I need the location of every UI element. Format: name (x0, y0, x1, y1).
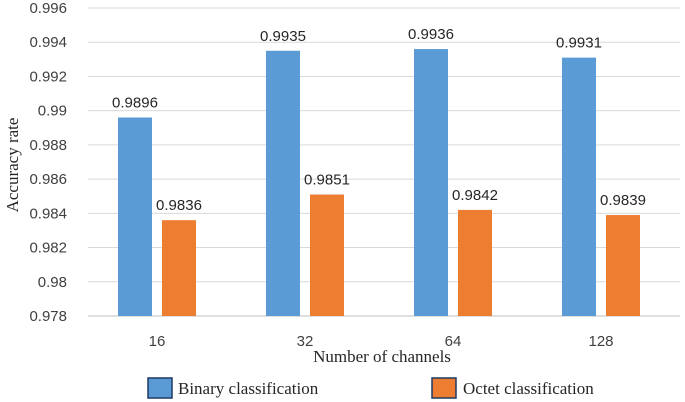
data-label-octet-16: 0.9836 (156, 197, 202, 214)
data-label-octet-64: 0.9842 (452, 187, 498, 204)
y-tick-label: 0.99 (38, 103, 67, 120)
legend-swatch-binary (147, 377, 173, 399)
data-label-binary-64: 0.9936 (408, 26, 454, 43)
bar-binary-16 (118, 117, 152, 316)
x-tick-label: 128 (588, 333, 613, 350)
bars (118, 49, 640, 317)
y-axis-title: Accuracy rate (3, 118, 22, 213)
legend-label-octet: Octet classification (463, 379, 594, 398)
x-tick-label: 32 (297, 333, 314, 350)
y-tick-label: 0.988 (29, 137, 67, 154)
legend-label-binary: Binary classification (178, 379, 319, 398)
y-tick-label: 0.982 (29, 240, 67, 257)
x-axis-ticks: 16 32 64 128 (149, 333, 614, 350)
y-tick-label: 0.984 (29, 205, 67, 222)
bar-binary-32 (266, 50, 300, 317)
x-axis-title: Number of channels (313, 347, 451, 366)
bar-octet-128 (606, 215, 640, 316)
bar-octet-16 (162, 220, 196, 316)
legend: Binary classification Octet classificati… (147, 377, 594, 399)
y-tick-label: 0.996 (29, 0, 67, 17)
legend-swatch-octet (431, 377, 457, 399)
bar-octet-64 (458, 209, 492, 316)
x-tick-label: 16 (149, 333, 166, 350)
y-axis-ticks: 0.978 0.98 0.982 0.984 0.986 0.988 0.99 0.992 0.… (29, 0, 67, 325)
bar-binary-128 (562, 57, 596, 316)
data-label-binary-32: 0.9935 (260, 28, 306, 45)
data-label-octet-32: 0.9851 (304, 172, 350, 189)
data-label-octet-128: 0.9839 (600, 192, 646, 209)
bar-octet-32 (310, 194, 344, 316)
y-tick-label: 0.994 (29, 34, 67, 51)
y-tick-label: 0.986 (29, 171, 67, 188)
data-label-binary-16: 0.9896 (112, 95, 158, 112)
data-labels: 0.9896 0.9836 0.9935 0.9851 0.9936 0.9842 0.99… (112, 26, 646, 214)
y-tick-label: 0.992 (29, 68, 67, 85)
y-tick-label: 0.978 (29, 308, 67, 325)
data-label-binary-128: 0.9931 (556, 35, 602, 52)
y-tick-label: 0.98 (38, 274, 67, 291)
x-tick-label: 64 (445, 333, 462, 350)
bar-binary-64 (414, 49, 448, 317)
